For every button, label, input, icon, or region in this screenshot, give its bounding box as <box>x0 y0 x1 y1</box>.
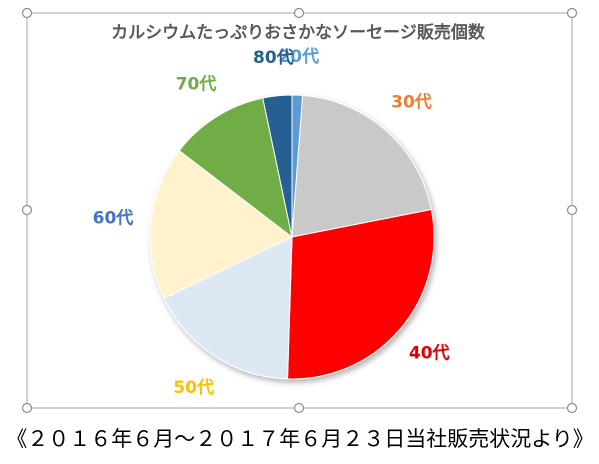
resize-handle[interactable] <box>21 402 33 414</box>
resize-handle[interactable] <box>21 204 33 216</box>
resize-handle[interactable] <box>293 402 305 414</box>
slice-label: 70代 <box>176 74 217 95</box>
caption: 《２０１６年６月～２０１７年６月２３日当社販売状況より》 <box>6 427 594 451</box>
resize-handle[interactable] <box>566 204 578 216</box>
pie-slice <box>149 149 293 299</box>
pie-slice <box>178 97 293 239</box>
resize-handle[interactable] <box>21 7 33 19</box>
chart-title: カルシウムたっぷりおさかなソーセージ販売個数 <box>111 22 486 43</box>
pie-slice <box>291 94 432 238</box>
resize-handle[interactable] <box>293 7 305 19</box>
slice-label: 50代 <box>173 377 214 398</box>
slice-label: 30代 <box>391 91 432 112</box>
resize-handle[interactable] <box>566 402 578 414</box>
slice-label: 60代 <box>93 207 134 228</box>
slice-label: 80代 <box>253 47 294 68</box>
pie-slice <box>287 208 435 380</box>
pie <box>149 94 435 380</box>
resize-handle[interactable] <box>566 7 578 19</box>
pie-slice <box>163 236 293 380</box>
pie-slice <box>262 94 293 238</box>
slice-label: 20代 <box>278 46 319 67</box>
slice-label: 40代 <box>409 342 450 363</box>
